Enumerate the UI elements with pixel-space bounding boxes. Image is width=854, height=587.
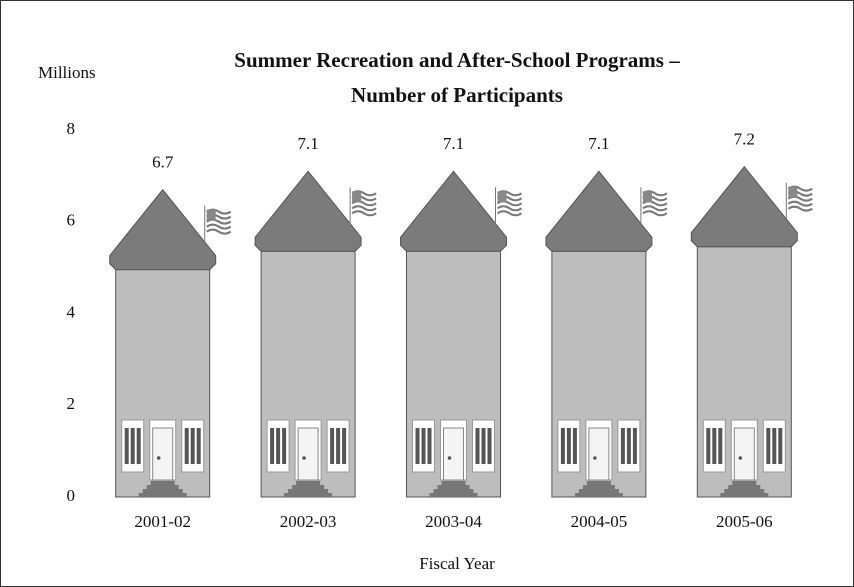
data-label: 7.1	[443, 134, 464, 153]
window-pane	[131, 428, 135, 464]
y-tick-label: 6	[67, 211, 76, 230]
step	[434, 489, 474, 493]
data-label: 7.1	[297, 134, 318, 153]
data-label: 6.7	[152, 153, 174, 172]
step	[284, 493, 332, 497]
window-pane	[766, 428, 770, 464]
window-pane	[422, 428, 426, 464]
window-pane	[197, 428, 201, 464]
door	[734, 428, 754, 480]
window-pane	[633, 428, 637, 464]
door-knob	[302, 456, 306, 460]
window-pane	[276, 428, 280, 464]
chart-title: Summer Recreation and After-School Progr…	[234, 48, 680, 72]
x-tick-label: 2005-06	[716, 512, 773, 531]
data-label: 7.1	[588, 134, 609, 153]
step	[587, 481, 611, 485]
window-pane	[778, 428, 782, 464]
window-pane	[561, 428, 565, 464]
step	[143, 489, 183, 493]
window-pane	[772, 428, 776, 464]
door	[298, 428, 318, 480]
window-pane	[573, 428, 577, 464]
door	[444, 428, 464, 480]
step	[147, 485, 179, 489]
x-tick-label: 2004-05	[571, 512, 628, 531]
x-tick-label: 2001-02	[134, 512, 191, 531]
step	[579, 489, 619, 493]
window-pane	[706, 428, 710, 464]
flag-canton	[643, 191, 652, 202]
step	[583, 485, 615, 489]
window-pane	[428, 428, 432, 464]
window-pane	[621, 428, 625, 464]
window-pane	[416, 428, 420, 464]
window-pane	[567, 428, 571, 464]
window-pane	[330, 428, 334, 464]
y-tick-label: 8	[67, 119, 76, 138]
x-tick-label: 2002-03	[280, 512, 337, 531]
step	[575, 493, 623, 497]
window-pane	[270, 428, 274, 464]
flag-canton	[207, 210, 216, 221]
window-pane	[718, 428, 722, 464]
step	[139, 493, 187, 497]
window-pane	[482, 428, 486, 464]
window-pane	[488, 428, 492, 464]
door-knob	[448, 456, 452, 460]
x-tick-label: 2003-04	[425, 512, 482, 531]
step	[151, 481, 175, 485]
window-pane	[137, 428, 141, 464]
door-knob	[157, 456, 161, 460]
step	[732, 481, 756, 485]
step	[442, 481, 466, 485]
flag-canton	[498, 191, 507, 202]
step	[724, 489, 764, 493]
door	[589, 428, 609, 480]
x-axis-label: Fiscal Year	[419, 554, 495, 573]
step	[720, 493, 768, 497]
chart-title: Number of Participants	[351, 83, 563, 107]
window-pane	[712, 428, 716, 464]
flag-canton	[788, 187, 797, 198]
y-tick-label: 0	[67, 486, 76, 505]
step	[296, 481, 320, 485]
door-knob	[739, 456, 743, 460]
step	[288, 489, 328, 493]
data-label: 7.2	[734, 130, 755, 149]
door	[153, 428, 173, 480]
window-pane	[627, 428, 631, 464]
step	[728, 485, 760, 489]
y-tick-label: 2	[67, 394, 76, 413]
window-pane	[476, 428, 480, 464]
window-pane	[185, 428, 189, 464]
flag-canton	[352, 191, 361, 202]
y-tick-label: 4	[67, 302, 76, 321]
step	[292, 485, 324, 489]
window-pane	[191, 428, 195, 464]
chart: Summer Recreation and After-School Progr…	[0, 0, 854, 587]
door-knob	[593, 456, 597, 460]
window-pane	[125, 428, 129, 464]
step	[430, 493, 478, 497]
step	[438, 485, 470, 489]
window-pane	[336, 428, 340, 464]
window-pane	[342, 428, 346, 464]
window-pane	[282, 428, 286, 464]
y-axis-label: Millions	[38, 63, 96, 82]
